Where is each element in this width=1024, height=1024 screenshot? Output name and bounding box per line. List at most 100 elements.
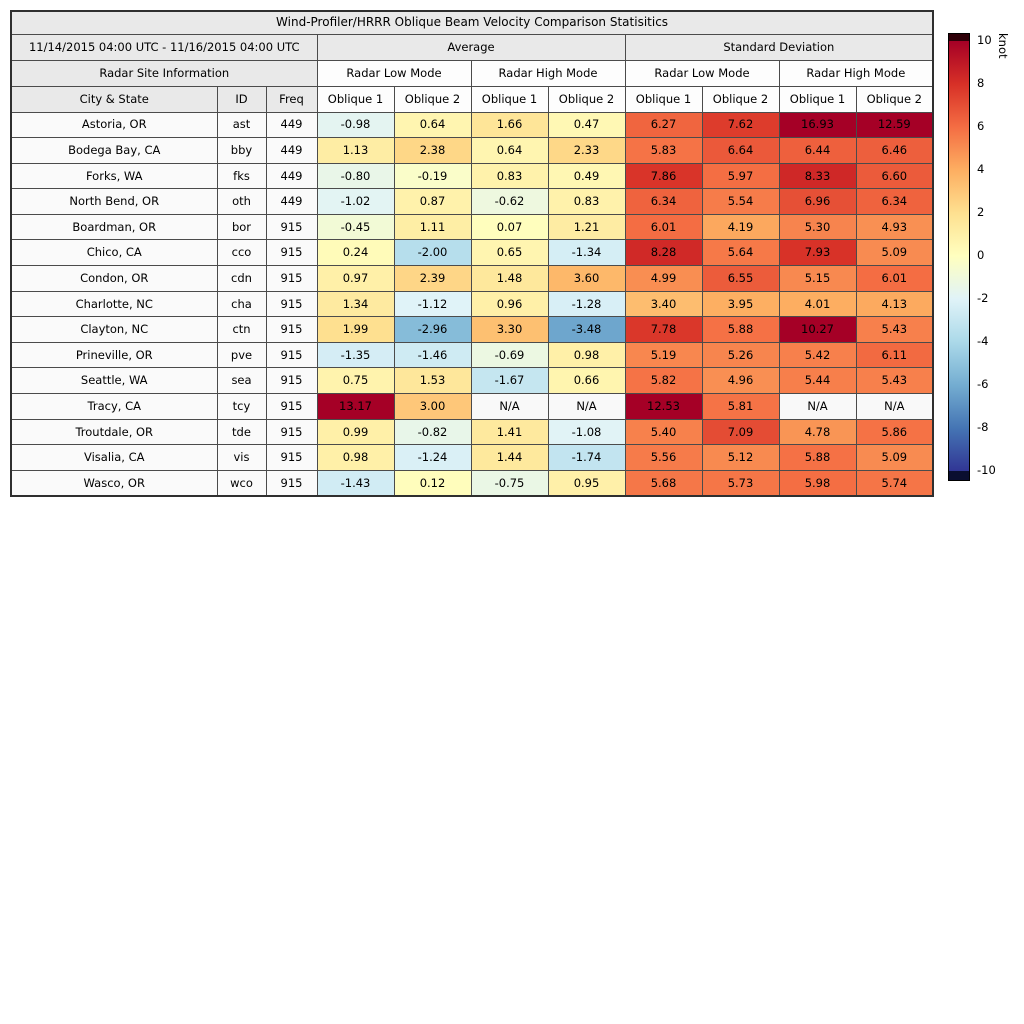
city-cell: Prineville, OR — [10, 341, 218, 369]
value-cell: 4.78 — [778, 418, 857, 446]
header-radar-low-mode-std: Radar Low Mode — [624, 59, 780, 87]
freq-cell: 449 — [265, 111, 318, 139]
value-cell: 1.13 — [316, 137, 395, 164]
value-cell: 5.86 — [855, 418, 934, 446]
value-cell: 13.17 — [316, 393, 395, 420]
freq-cell: 915 — [265, 367, 318, 395]
header-oblique-1-avg-low: Oblique 1 — [316, 85, 395, 113]
value-cell: -0.80 — [316, 162, 395, 190]
colorbar-tick-label: -8 — [977, 420, 989, 434]
value-cell: N/A — [470, 393, 549, 420]
freq-cell: 915 — [265, 290, 318, 318]
value-cell: 1.41 — [470, 418, 549, 446]
value-cell: 1.53 — [393, 367, 472, 395]
city-cell: Troutdale, OR — [10, 418, 218, 446]
colorbar-tick-label: -10 — [977, 463, 996, 477]
header-id: ID — [216, 85, 267, 113]
value-cell: 5.42 — [778, 341, 857, 369]
value-cell: 3.95 — [701, 290, 780, 318]
value-cell: 0.64 — [393, 111, 472, 139]
table-row: Troutdale, OR tde 915 0.99 -0.82 1.41 -1.08 5.4… — [10, 418, 934, 446]
value-cell: 5.19 — [624, 341, 703, 369]
value-cell: 6.44 — [778, 137, 857, 164]
value-cell: 1.21 — [547, 213, 626, 241]
city-cell: Clayton, NC — [10, 316, 218, 343]
value-cell: 5.09 — [855, 239, 934, 267]
id-cell: fks — [216, 162, 267, 190]
value-cell: 6.34 — [855, 188, 934, 215]
colorbar: 10 8 6 4 2 0 -2 -4 -6 -8 -10 knot — [948, 33, 1024, 481]
value-cell: 12.53 — [624, 393, 703, 420]
id-cell: oth — [216, 188, 267, 215]
value-cell: -0.82 — [393, 418, 472, 446]
table-body: Astoria, OR ast 449 -0.98 0.64 1.66 0.47 6.27 7.… — [10, 111, 934, 497]
id-cell: sea — [216, 367, 267, 395]
value-cell: -1.02 — [316, 188, 395, 215]
value-cell: 5.43 — [855, 367, 934, 395]
value-cell: 7.09 — [701, 418, 780, 446]
value-cell: 2.38 — [393, 137, 472, 164]
colorbar-tick-label: 10 — [977, 33, 992, 47]
column-header-row: City & State ID Freq Oblique 1 Oblique 2… — [10, 85, 934, 113]
value-cell: 5.88 — [701, 316, 780, 343]
colorbar-over-cap — [949, 34, 969, 41]
colorbar-tick-label: -2 — [977, 291, 989, 305]
table-row: Seattle, WA sea 915 0.75 1.53 -1.67 0.66 5.82 4.… — [10, 367, 934, 395]
value-cell: 0.66 — [547, 367, 626, 395]
freq-cell: 915 — [265, 418, 318, 446]
value-cell: 5.97 — [701, 162, 780, 190]
value-cell: 1.44 — [470, 444, 549, 471]
value-cell: 10.27 — [778, 316, 857, 343]
colorbar-tick-label: 8 — [977, 76, 985, 90]
value-cell: 7.78 — [624, 316, 703, 343]
value-cell: 0.96 — [470, 290, 549, 318]
id-cell: ctn — [216, 316, 267, 343]
id-cell: cco — [216, 239, 267, 267]
value-cell: 6.55 — [701, 265, 780, 292]
header-oblique-2-std-low: Oblique 2 — [701, 85, 780, 113]
city-cell: Astoria, OR — [10, 111, 218, 139]
value-cell: 0.12 — [393, 469, 472, 497]
value-cell: 3.60 — [547, 265, 626, 292]
table-row: Tracy, CA tcy 915 13.17 3.00 N/A N/A 12.53 5.81 N… — [10, 393, 934, 420]
table-row: Prineville, OR pve 915 -1.35 -1.46 -0.69 0.98 5… — [10, 341, 934, 369]
colorbar-tick-label: 4 — [977, 162, 985, 176]
city-cell: Boardman, OR — [10, 213, 218, 241]
header-radar-high-mode-avg: Radar High Mode — [470, 59, 626, 87]
city-cell: Tracy, CA — [10, 393, 218, 420]
id-cell: tde — [216, 418, 267, 446]
colorbar-bar — [948, 33, 970, 481]
value-cell: -1.74 — [547, 444, 626, 471]
value-cell: 12.59 — [855, 111, 934, 139]
value-cell: -0.62 — [470, 188, 549, 215]
comparison-table: Wind-Profiler/HRRR Oblique Beam Velocity… — [10, 10, 935, 497]
value-cell: 1.34 — [316, 290, 395, 318]
city-cell: Forks, WA — [10, 162, 218, 190]
freq-cell: 449 — [265, 137, 318, 164]
header-radar-site-information: Radar Site Information — [10, 59, 318, 87]
value-cell: -1.67 — [470, 367, 549, 395]
value-cell: 5.43 — [855, 316, 934, 343]
value-cell: 1.99 — [316, 316, 395, 343]
value-cell: 0.99 — [316, 418, 395, 446]
value-cell: 8.33 — [778, 162, 857, 190]
header-oblique-2-std-high: Oblique 2 — [855, 85, 934, 113]
value-cell: 4.19 — [701, 213, 780, 241]
colorbar-gradient — [949, 41, 969, 471]
value-cell: 5.68 — [624, 469, 703, 497]
value-cell: 5.64 — [701, 239, 780, 267]
value-cell: 4.01 — [778, 290, 857, 318]
table-row: Chico, CA cco 915 0.24 -2.00 0.65 -1.34 8.28 5.6… — [10, 239, 934, 267]
header-oblique-2-avg-high: Oblique 2 — [547, 85, 626, 113]
table-row: Astoria, OR ast 449 -0.98 0.64 1.66 0.47 6.27 7.… — [10, 111, 934, 139]
value-cell: 6.34 — [624, 188, 703, 215]
header-oblique-2-avg-low: Oblique 2 — [393, 85, 472, 113]
value-cell: 6.01 — [624, 213, 703, 241]
value-cell: -1.12 — [393, 290, 472, 318]
colorbar-tick-label: -4 — [977, 334, 989, 348]
id-cell: tcy — [216, 393, 267, 420]
value-cell: -0.45 — [316, 213, 395, 241]
value-cell: -1.43 — [316, 469, 395, 497]
freq-cell: 915 — [265, 444, 318, 471]
